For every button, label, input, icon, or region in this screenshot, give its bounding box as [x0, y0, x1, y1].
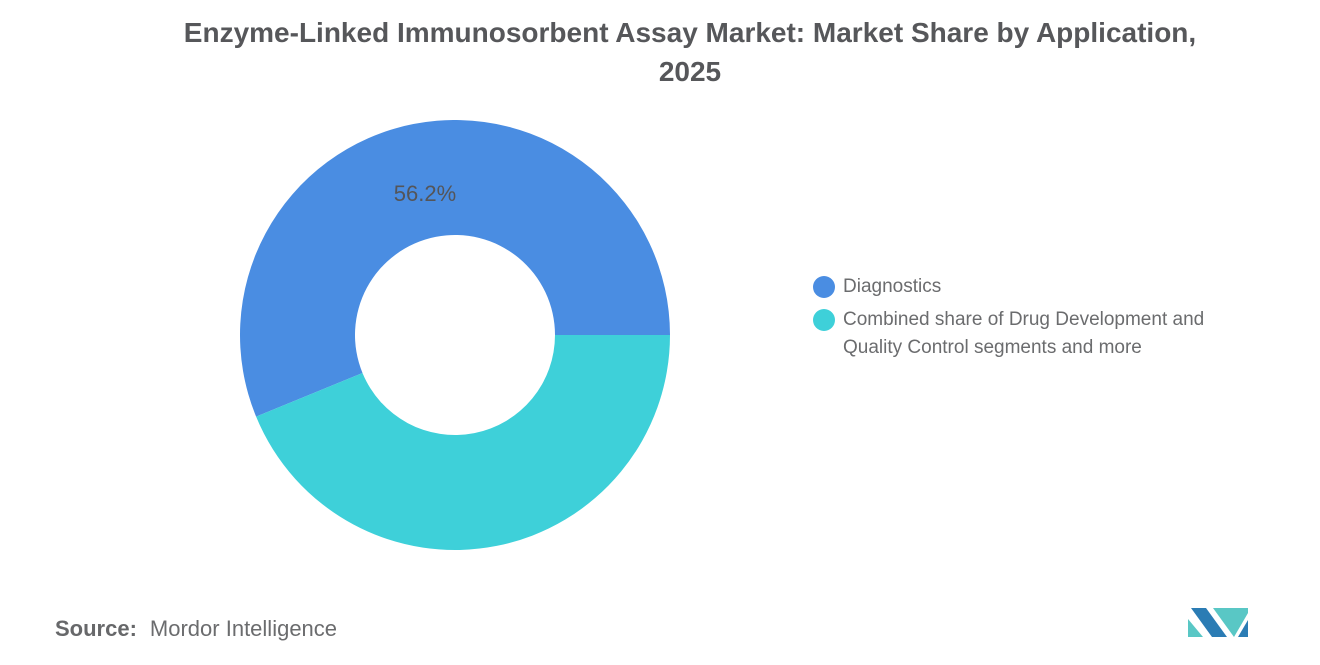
source-line: Source: Mordor Intelligence — [55, 616, 337, 642]
donut-chart: 56.2% — [240, 120, 670, 550]
legend-item-label: Combined share of Drug Development and Q… — [843, 309, 1205, 358]
page-title-line2: 2025 — [658, 56, 722, 87]
logo-right-blue-triangle — [1238, 620, 1248, 637]
chart-legend: Diagnostics Combined share of Drug Devel… — [813, 273, 1263, 367]
logo-right-teal-stroke — [1213, 608, 1248, 637]
legend-marker-icon — [813, 276, 835, 298]
mordor-intelligence-logo-icon — [1188, 608, 1248, 637]
page-title: Enzyme-Linked Immunosorbent Assay Market… — [60, 13, 1320, 91]
legend-marker-icon — [813, 309, 835, 331]
page-title-line1: Enzyme-Linked Immunosorbent Assay Market… — [183, 17, 1197, 48]
logo-left-teal-triangle — [1188, 619, 1203, 637]
logo-left-blue-stroke — [1191, 608, 1227, 637]
legend-item-combined-share: Combined share of Drug Development and Q… — [813, 306, 1263, 362]
source-prefix: Source: — [55, 616, 137, 641]
donut-svg — [240, 120, 670, 550]
legend-item-diagnostics: Diagnostics — [813, 273, 1263, 301]
legend-item-label: Diagnostics — [843, 276, 942, 297]
source-text: Mordor Intelligence — [149, 616, 338, 641]
pie-slice-1 — [240, 120, 670, 417]
pie-slice-2 — [256, 335, 670, 550]
slice-data-label: 56.2% — [393, 181, 457, 206]
